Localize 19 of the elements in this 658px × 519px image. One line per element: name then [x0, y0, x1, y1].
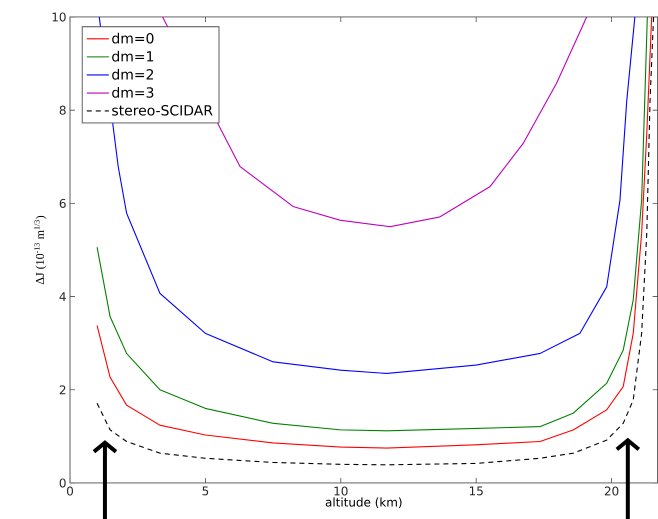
x-tick-label: 10: [334, 486, 348, 496]
y-axis-title: ΔJ (10$^{-13}$ m$^{1/3}$): [34, 216, 46, 284]
x-tick-label: 5: [202, 486, 208, 496]
legend-label: dm=3: [112, 86, 154, 98]
y-tick-label: 0: [60, 478, 66, 488]
y-tick-label: 8: [60, 106, 66, 115]
y-tick-label: 2: [60, 385, 66, 394]
y-tick-label: 10: [52, 12, 66, 22]
y-tick-label: 6: [60, 198, 66, 208]
legend-label: dm=2: [112, 68, 154, 80]
x-tick-label: 20: [604, 486, 618, 496]
y-tick-label: 4: [59, 292, 66, 301]
legend-label: stereo-SCIDAR: [112, 105, 213, 116]
x-tick-label: 0: [66, 486, 74, 496]
legend-label: dm=0: [112, 32, 154, 44]
x-axis-title: altitude (km): [326, 497, 402, 508]
line-series: [98, 16, 636, 374]
legend-label: dm=1: [112, 50, 154, 62]
x-tick-label: 15: [470, 486, 483, 496]
